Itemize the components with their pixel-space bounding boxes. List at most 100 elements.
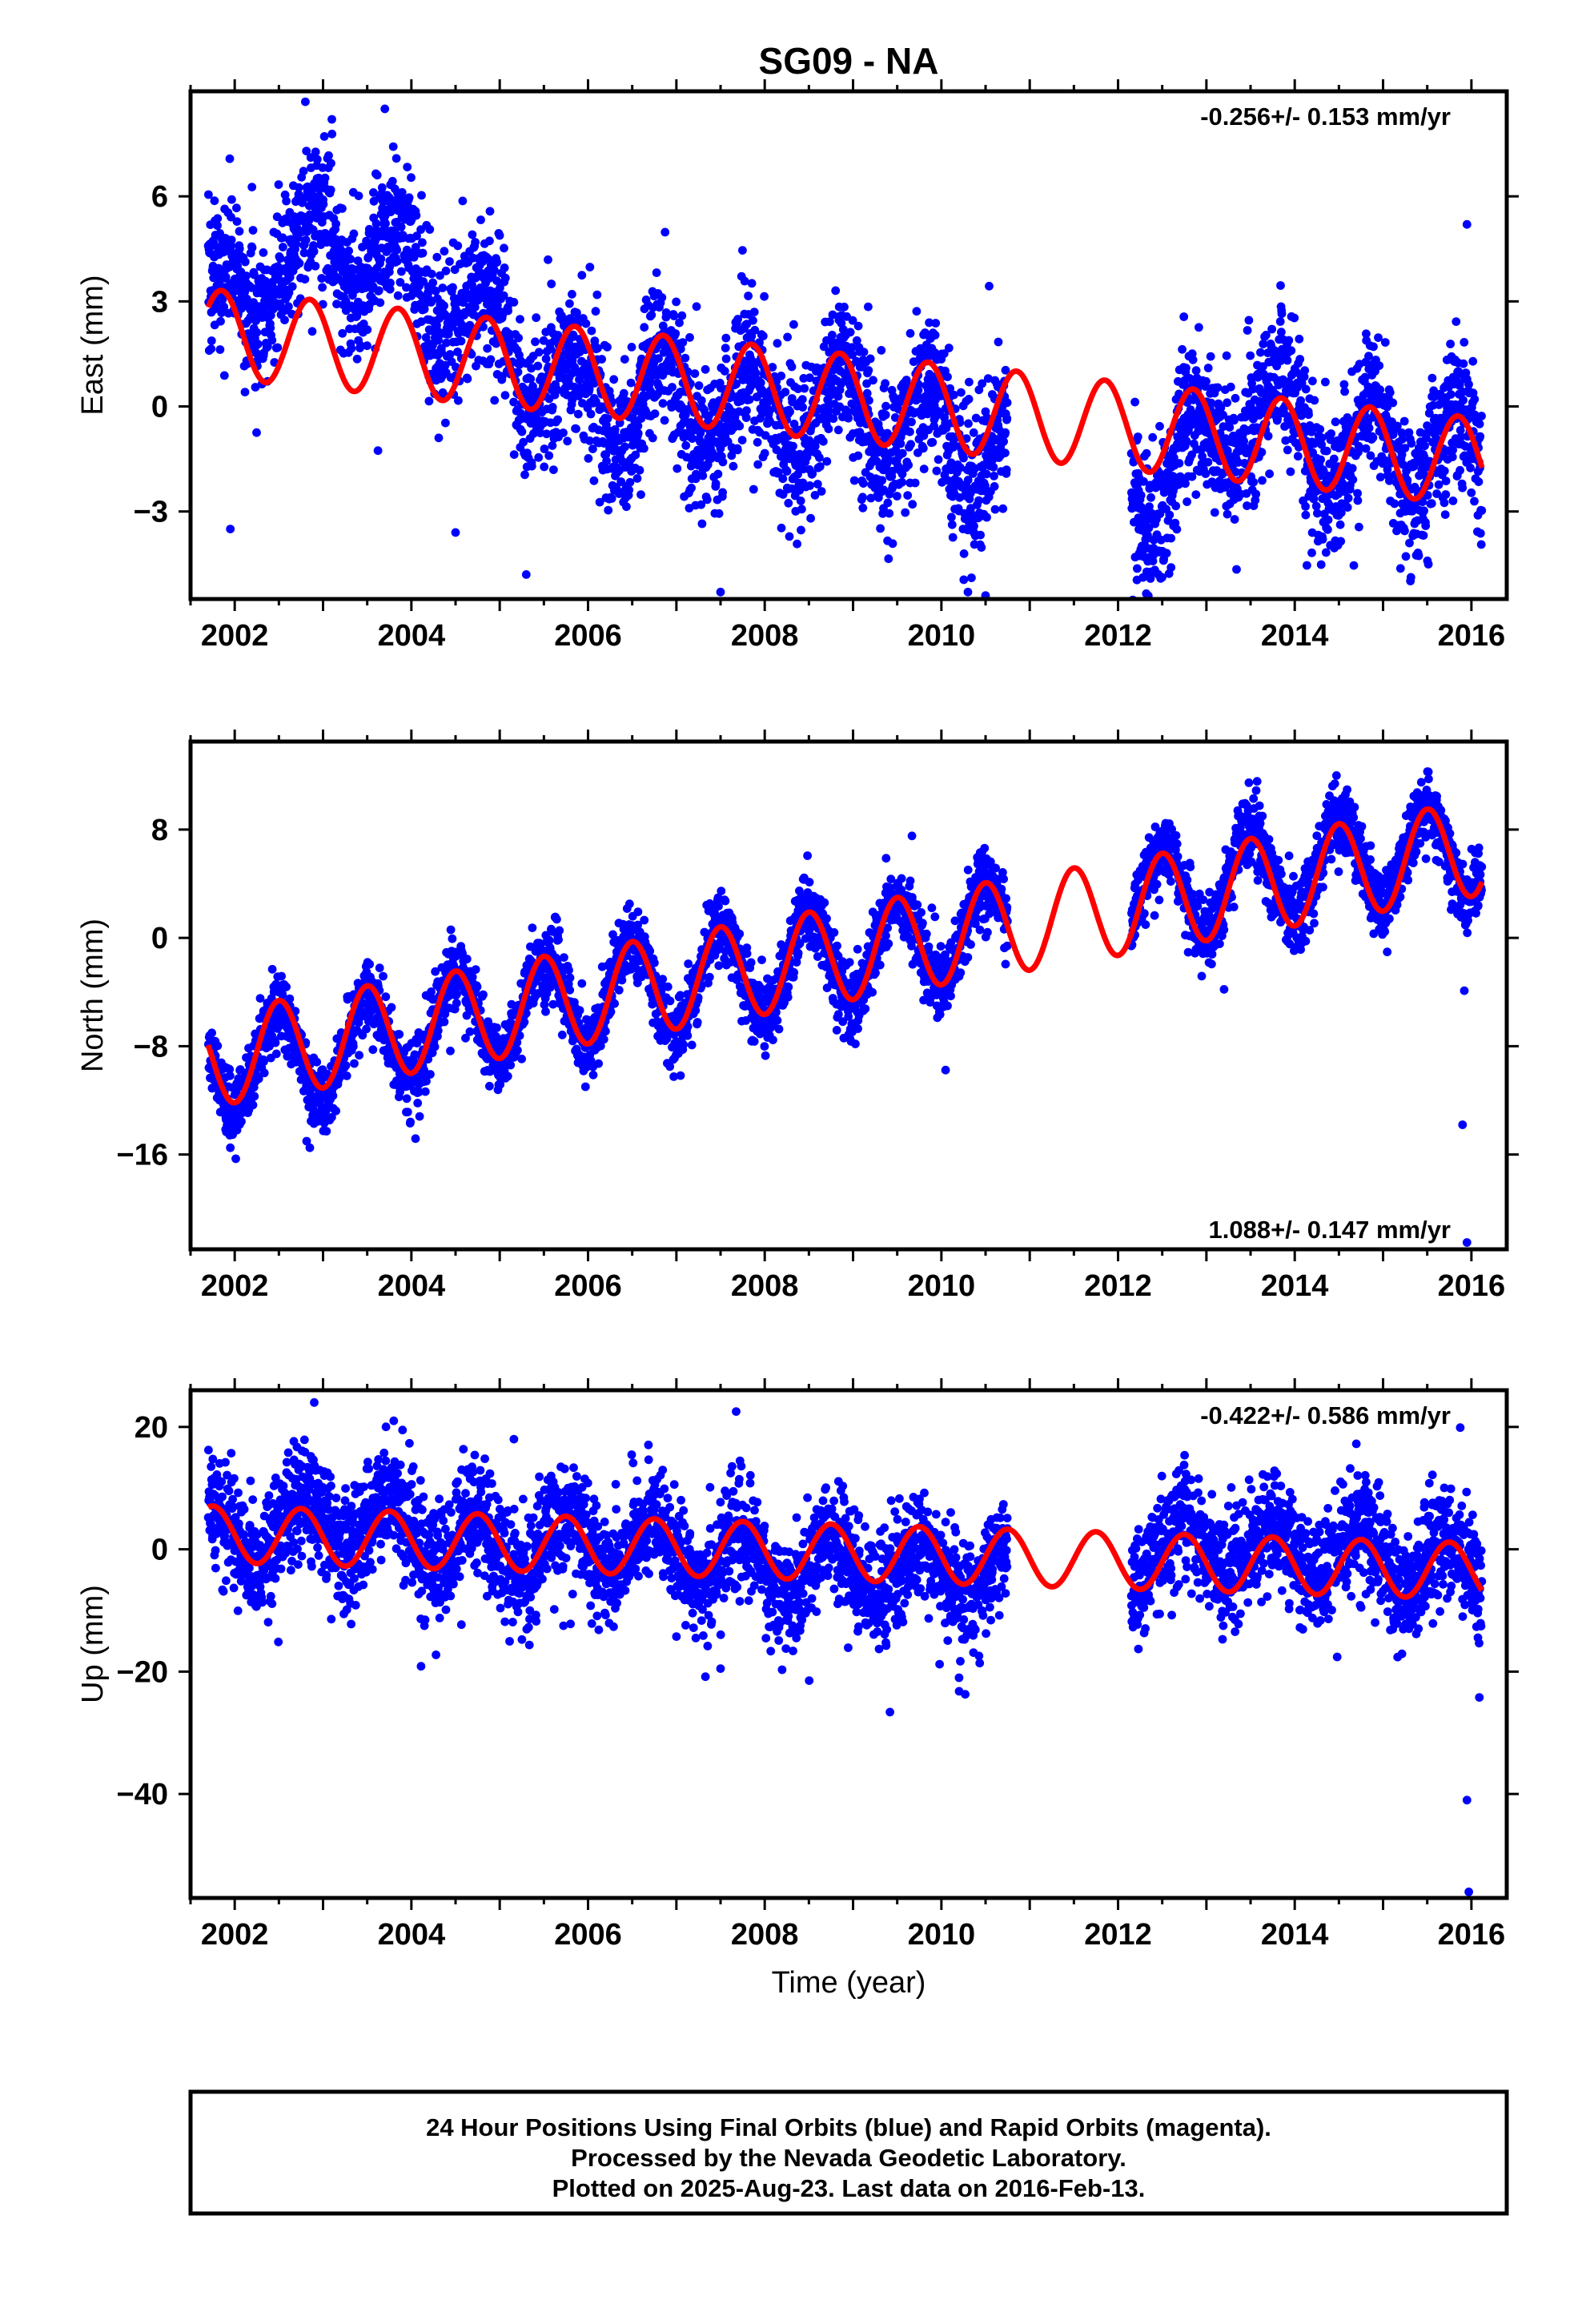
data-point bbox=[520, 470, 529, 480]
data-point bbox=[1427, 373, 1437, 383]
data-point bbox=[620, 355, 629, 364]
data-point bbox=[897, 448, 907, 458]
data-point bbox=[944, 476, 954, 485]
data-point bbox=[1001, 365, 1010, 375]
data-point bbox=[603, 414, 612, 423]
data-point bbox=[432, 252, 442, 262]
data-point bbox=[974, 496, 983, 505]
data-point bbox=[1223, 398, 1232, 408]
data-point bbox=[259, 248, 268, 257]
data-point bbox=[509, 450, 519, 459]
data-point bbox=[397, 267, 406, 276]
data-point bbox=[1323, 515, 1333, 525]
data-point bbox=[403, 1108, 412, 1116]
data-point bbox=[714, 509, 724, 518]
data-point bbox=[1414, 551, 1423, 561]
outlier-point bbox=[226, 525, 235, 533]
data-point bbox=[1315, 424, 1325, 434]
data-point bbox=[721, 354, 731, 364]
data-point bbox=[542, 429, 552, 439]
data-point bbox=[425, 225, 435, 234]
data-point bbox=[299, 167, 308, 176]
data-point bbox=[976, 530, 985, 540]
data-point bbox=[302, 147, 311, 156]
data-point bbox=[1191, 490, 1201, 499]
data-point bbox=[698, 471, 708, 480]
data-point bbox=[468, 230, 477, 239]
data-point bbox=[793, 539, 801, 549]
data-point bbox=[247, 243, 257, 252]
data-point bbox=[213, 214, 223, 223]
data-point bbox=[252, 328, 262, 337]
data-point bbox=[1421, 521, 1431, 530]
data-point bbox=[833, 425, 843, 435]
data-point bbox=[514, 333, 523, 343]
data-point bbox=[311, 147, 320, 157]
data-point bbox=[387, 1003, 396, 1012]
data-point bbox=[559, 428, 568, 437]
data-point bbox=[965, 377, 974, 387]
data-point bbox=[493, 300, 502, 310]
data-point bbox=[531, 337, 540, 347]
data-point bbox=[251, 383, 260, 392]
data-point bbox=[866, 493, 876, 503]
data-point bbox=[718, 488, 727, 497]
data-point bbox=[363, 341, 371, 351]
data-point bbox=[733, 445, 742, 455]
data-point bbox=[347, 344, 356, 353]
data-point bbox=[793, 469, 802, 479]
data-point bbox=[415, 1112, 424, 1121]
data-point bbox=[492, 258, 502, 267]
data-point bbox=[232, 203, 241, 213]
data-point bbox=[411, 1134, 420, 1144]
data-point bbox=[259, 1068, 269, 1078]
data-point bbox=[1146, 574, 1155, 583]
data-point bbox=[1258, 476, 1267, 485]
data-point bbox=[844, 413, 853, 423]
data-point bbox=[1308, 376, 1317, 386]
data-point bbox=[453, 348, 462, 356]
data-point bbox=[640, 323, 649, 332]
data-point bbox=[1300, 366, 1310, 375]
data-point bbox=[376, 254, 386, 263]
data-point bbox=[499, 291, 508, 300]
data-point bbox=[271, 1049, 281, 1059]
data-point bbox=[1301, 384, 1311, 394]
data-point bbox=[1452, 317, 1461, 326]
x-tick-label: 2014 bbox=[1261, 619, 1329, 653]
data-point bbox=[1335, 520, 1345, 529]
data-point bbox=[865, 396, 873, 405]
data-point bbox=[215, 345, 225, 354]
outlier-point bbox=[301, 97, 310, 107]
data-point bbox=[675, 318, 684, 328]
data-point bbox=[1353, 496, 1363, 505]
data-point bbox=[210, 196, 219, 206]
data-point bbox=[1145, 502, 1154, 511]
data-point bbox=[632, 474, 642, 483]
data-point bbox=[426, 1070, 435, 1079]
data-point bbox=[432, 320, 441, 330]
data-point bbox=[600, 439, 608, 448]
data-point bbox=[295, 259, 304, 268]
data-point bbox=[877, 346, 886, 355]
data-point bbox=[943, 372, 952, 381]
data-point bbox=[253, 340, 263, 349]
data-point bbox=[1203, 457, 1213, 467]
data-point bbox=[681, 353, 690, 363]
outlier-point bbox=[451, 528, 460, 537]
data-point bbox=[1468, 356, 1478, 366]
data-point bbox=[375, 298, 385, 308]
data-point bbox=[1475, 420, 1484, 428]
data-point bbox=[485, 207, 495, 216]
data-point bbox=[947, 513, 956, 522]
data-point bbox=[877, 476, 887, 485]
data-point bbox=[876, 524, 885, 533]
data-point bbox=[1179, 312, 1189, 321]
data-point bbox=[1316, 455, 1325, 464]
data-point bbox=[418, 248, 428, 258]
data-point bbox=[1321, 548, 1331, 557]
data-point bbox=[785, 407, 794, 416]
data-point bbox=[673, 464, 682, 473]
data-point bbox=[324, 151, 333, 160]
data-point bbox=[430, 1042, 440, 1051]
